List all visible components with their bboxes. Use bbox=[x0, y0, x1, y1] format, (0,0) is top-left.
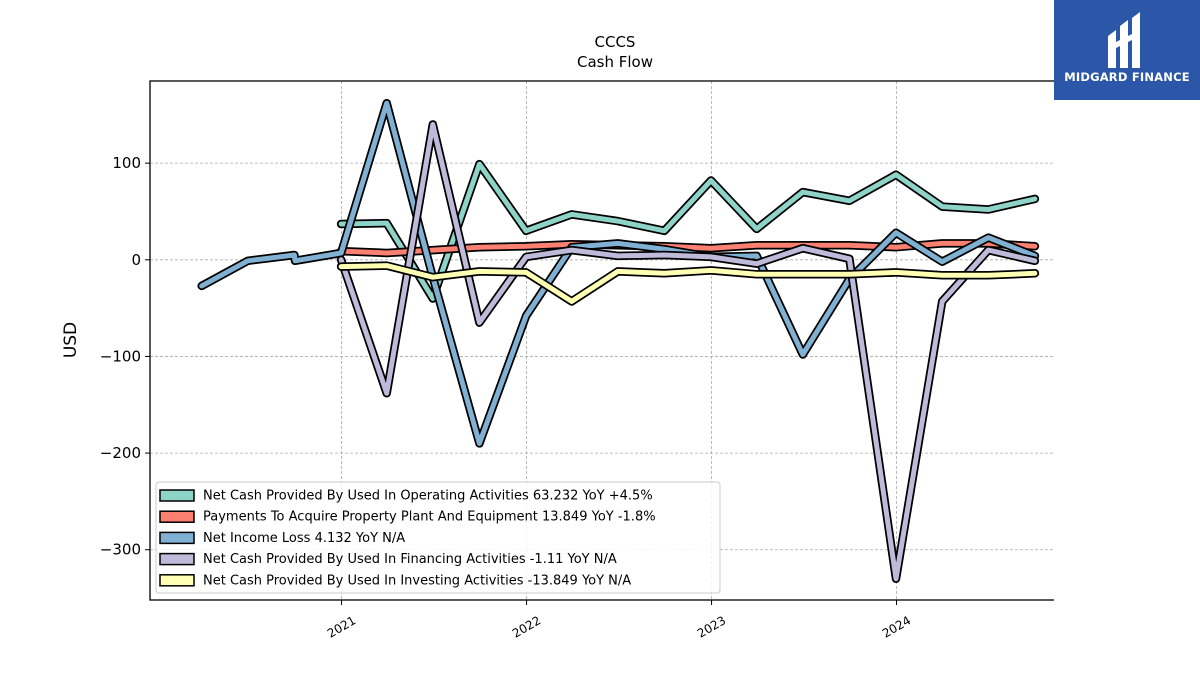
y-tick-label: −300 bbox=[100, 541, 141, 559]
cash-flow-chart: CCCS Cash Flow USD 100 0 −100 −200 −300 2021 2… bbox=[61, 33, 1054, 641]
midgard-logo-icon bbox=[1108, 12, 1140, 68]
y-axis-label: USD bbox=[61, 322, 81, 358]
legend-entry-label: Net Cash Provided By Used In Operating A… bbox=[203, 489, 653, 504]
series-line bbox=[199, 100, 1038, 446]
chart-subtitle: Cash Flow bbox=[577, 53, 653, 71]
brand-name: MIDGARD FINANCE bbox=[1064, 70, 1190, 84]
legend-entry-label: Net Cash Provided By Used In Investing A… bbox=[203, 573, 631, 588]
legend-swatch bbox=[159, 531, 195, 545]
series-lines bbox=[197, 98, 1040, 583]
series-line bbox=[338, 263, 1038, 304]
legend-entry-label: Net Income Loss 4.132 YoY N/A bbox=[203, 531, 405, 546]
x-tick-label: 2022 bbox=[510, 613, 543, 640]
legend-swatch bbox=[159, 552, 195, 566]
legend-swatch bbox=[159, 574, 195, 587]
legend-swatch bbox=[159, 489, 195, 502]
legend-entry-label: Net Cash Provided By Used In Financing A… bbox=[203, 552, 617, 567]
y-tick-label: 0 bbox=[131, 251, 141, 269]
legend-box bbox=[155, 481, 721, 594]
legend-swatch bbox=[159, 510, 195, 523]
y-tick-label: 100 bbox=[112, 154, 141, 172]
brand-logo: MIDGARD FINANCE bbox=[1054, 0, 1200, 100]
x-tick-label: 2024 bbox=[880, 613, 913, 640]
chart-title: CCCS bbox=[595, 33, 636, 51]
y-tick-label: −100 bbox=[100, 347, 141, 365]
legend-entry-label: Payments To Acquire Property Plant And E… bbox=[203, 510, 656, 525]
x-tick-label: 2023 bbox=[695, 613, 728, 640]
series-line bbox=[338, 122, 1038, 582]
legend: Net Cash Provided By Used In Operating A… bbox=[155, 481, 721, 594]
y-tick-label: −200 bbox=[100, 444, 141, 462]
plot-frame bbox=[149, 80, 1054, 601]
x-tick-label: 2021 bbox=[325, 613, 358, 640]
